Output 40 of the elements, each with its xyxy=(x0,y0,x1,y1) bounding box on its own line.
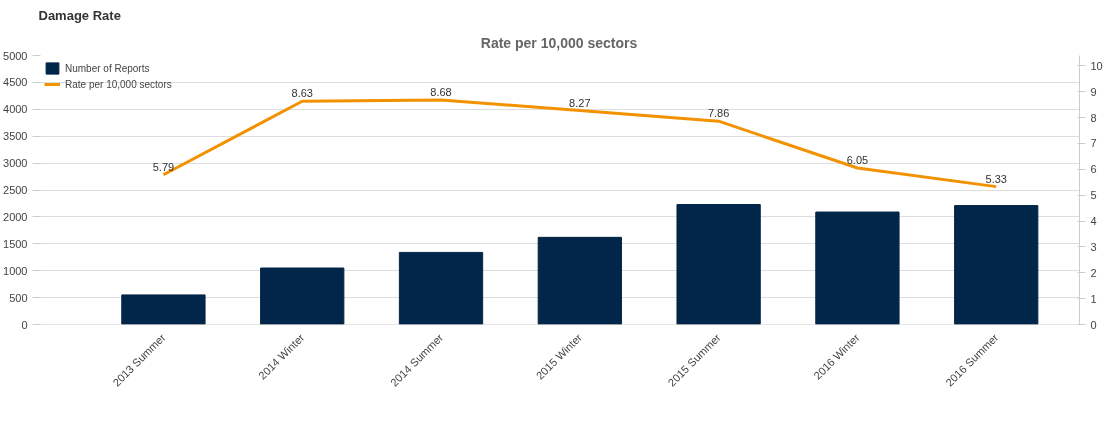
y2-tick-label: 0 xyxy=(1090,318,1097,331)
y-tick-label: 5000 xyxy=(3,49,28,62)
bar xyxy=(815,211,900,325)
bar xyxy=(537,236,622,325)
y2-tick-label: 5 xyxy=(1090,189,1097,202)
data-label: 5.33 xyxy=(985,172,1007,185)
chart-subtitle: Rate per 10,000 sectors xyxy=(480,34,638,51)
y2-tick-label: 8 xyxy=(1090,111,1097,124)
data-label: 8.68 xyxy=(430,85,452,98)
data-label: 6.05 xyxy=(846,154,869,167)
bar xyxy=(260,267,345,325)
y2-tick-label: 4 xyxy=(1090,215,1097,228)
y2-tick-label: 2 xyxy=(1090,266,1097,279)
data-label: 5.79 xyxy=(152,160,175,173)
y2-tick-label: 9 xyxy=(1090,85,1097,98)
y-tick-label: 3000 xyxy=(3,157,28,170)
y-tick-label: 3500 xyxy=(3,130,28,143)
y2-tick-label: 10 xyxy=(1090,59,1103,72)
data-label: 8.63 xyxy=(291,87,313,100)
y-tick-label: 2000 xyxy=(3,210,28,223)
y-tick-label: 4500 xyxy=(3,76,28,89)
bar xyxy=(954,205,1039,325)
y2-tick-label: 3 xyxy=(1090,240,1097,253)
y2-tick-label: 6 xyxy=(1090,163,1097,176)
y-tick-label: 2500 xyxy=(3,184,28,196)
y-tick-label: 1500 xyxy=(3,237,28,250)
data-label: 7.86 xyxy=(707,107,730,120)
chart-title: Damage Rate xyxy=(38,7,121,23)
y2-tick-label: 1 xyxy=(1090,292,1097,305)
y-tick-label: 1000 xyxy=(3,264,28,277)
y-tick-label: 500 xyxy=(9,291,28,304)
bar xyxy=(121,294,206,325)
bar xyxy=(676,204,761,325)
bar xyxy=(398,251,484,325)
data-label: 8.27 xyxy=(569,96,591,109)
y2-tick-label: 7 xyxy=(1090,137,1097,150)
legend-label: Rate per 10,000 sectors xyxy=(65,78,172,90)
y-tick-label: 4000 xyxy=(3,103,28,116)
legend-label: Number of Reports xyxy=(65,62,150,74)
y-tick-label: 0 xyxy=(21,318,28,331)
